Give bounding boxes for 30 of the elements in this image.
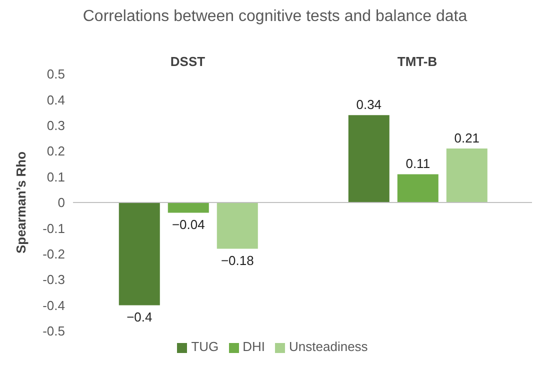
data-label: −0.18: [220, 252, 254, 268]
y-tick-label: -0.2: [42, 246, 65, 262]
y-tick-label: -0.1: [42, 220, 65, 236]
y-tick-label: 0.2: [46, 144, 65, 159]
bar: [446, 148, 488, 202]
data-label: −0.4: [126, 309, 152, 324]
x-tick-label: DSST: [170, 54, 206, 69]
y-tick-label: 0.4: [46, 92, 65, 108]
bar: [216, 202, 258, 249]
y-tick-label: -0.5: [42, 324, 65, 339]
y-axis-title: Spearman’s Rho: [14, 151, 29, 254]
y-tick-label: 0: [58, 195, 65, 210]
data-label: 0.21: [454, 130, 480, 146]
data-label: 0.34: [356, 97, 382, 112]
bar: [168, 202, 209, 213]
legend-label: DHI: [242, 339, 266, 354]
x-tick-label: TMT-B: [397, 54, 438, 69]
y-tick-label: -0.3: [42, 272, 65, 288]
bar: [118, 202, 160, 306]
data-label: −0.04: [172, 216, 205, 232]
bar: [397, 174, 438, 202]
bar: [348, 115, 390, 202]
chart-title: Correlations between cognitive tests and balance data: [82, 8, 468, 27]
data-label: 0.11: [406, 156, 430, 172]
y-tick-label: 0.5: [46, 66, 65, 82]
legend-label: Unsteadiness: [289, 339, 368, 354]
legend-label: TUG: [191, 339, 219, 354]
y-tick-label: -0.4: [42, 298, 65, 313]
y-tick-label: 0.3: [46, 118, 65, 134]
y-tick-label: 0.1: [46, 169, 65, 184]
